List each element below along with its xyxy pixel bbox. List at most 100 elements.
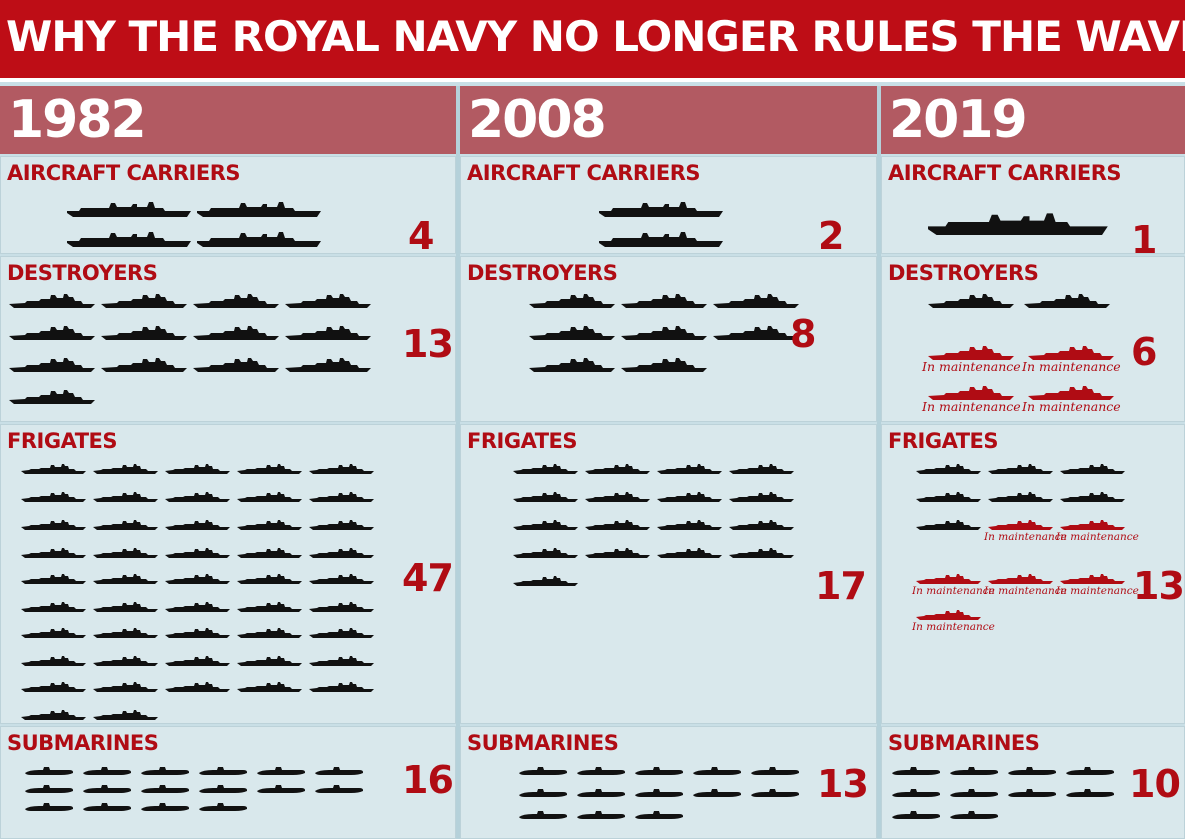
carrier-icon — [67, 232, 191, 247]
page-title: WHY THE ROYAL NAVY NO LONGER RULES THE W… — [6, 12, 1185, 61]
submarine-icon — [1008, 789, 1056, 797]
destroyer-icon — [621, 358, 707, 372]
destroyer-icon — [9, 294, 95, 308]
frigate-icon — [729, 464, 794, 474]
frigate-icon — [585, 520, 650, 530]
submarine-icon — [199, 803, 247, 811]
frigate-icon — [165, 602, 230, 612]
frigate-icon — [21, 520, 86, 530]
frigate-icon — [585, 492, 650, 502]
destroyers-section: DESTROYERS — [460, 256, 877, 422]
frigate-icon — [93, 656, 158, 666]
frigate-icon — [309, 464, 374, 474]
submarines-section: SUBMARINES — [0, 726, 456, 839]
frigates-count: 13 — [1133, 564, 1185, 608]
maintenance-frigate-icon — [1060, 520, 1125, 530]
frigate-icon — [165, 492, 230, 502]
submarine-icon — [892, 811, 940, 819]
submarine-icon — [257, 767, 305, 775]
frigate-icon — [21, 492, 86, 502]
frigate-icon — [93, 520, 158, 530]
frigate-icon — [237, 628, 302, 638]
submarine-icon — [1066, 767, 1114, 775]
maintenance-label: In maintenance — [1056, 531, 1139, 543]
maintenance-frigate-icon — [916, 574, 981, 584]
submarine-icon — [83, 767, 131, 775]
destroyers-section: DESTROYERS In maintenance In maintenance In… — [881, 256, 1185, 422]
frigate-icon — [21, 574, 86, 584]
destroyer-icon — [9, 358, 95, 372]
frigate-icon — [165, 548, 230, 558]
destroyer-icon — [529, 358, 615, 372]
destroyer-icon — [285, 294, 371, 308]
maintenance-label: In maintenance — [984, 531, 1067, 543]
destroyer-icon — [285, 326, 371, 340]
maintenance-destroyer-icon — [1028, 346, 1114, 360]
destroyers-section: DESTROYERS — [0, 256, 456, 422]
carriers-section: AIRCRAFT CARRIERS — [460, 156, 877, 254]
frigate-icon — [513, 520, 578, 530]
frigate-icon — [237, 464, 302, 474]
frigate-icon — [165, 628, 230, 638]
maintenance-label: In maintenance — [912, 621, 995, 633]
destroyers-section-title: DESTROYERS — [467, 261, 618, 285]
year-label: 2008 — [468, 90, 607, 150]
frigate-icon — [237, 548, 302, 558]
frigate-icon — [309, 492, 374, 502]
submarine-icon — [693, 789, 741, 797]
year-column-2019: 2019 AIRCRAFT CARRIERS 1 DESTROYERS In maint… — [881, 86, 1185, 839]
destroyer-icon — [1024, 294, 1110, 308]
submarine-icon — [892, 767, 940, 775]
frigates-section-title: FRIGATES — [888, 429, 998, 453]
frigate-icon — [93, 602, 158, 612]
submarine-icon — [950, 789, 998, 797]
submarines-section-title: SUBMARINES — [467, 731, 619, 755]
destroyer-icon — [101, 326, 187, 340]
frigates-section-title: FRIGATES — [7, 429, 117, 453]
destroyer-icon — [193, 358, 279, 372]
frigate-icon — [1060, 464, 1125, 474]
maintenance-destroyer-icon — [928, 386, 1014, 400]
maintenance-label: In maintenance — [922, 399, 1021, 414]
frigate-icon — [21, 602, 86, 612]
frigate-icon — [513, 492, 578, 502]
maintenance-label: In maintenance — [1022, 399, 1121, 414]
submarines-count: 16 — [402, 758, 454, 802]
destroyer-icon — [713, 326, 799, 340]
submarine-icon — [950, 811, 998, 819]
submarines-count: 13 — [817, 762, 869, 806]
frigate-icon — [309, 628, 374, 638]
frigate-icon — [916, 520, 981, 530]
year-label: 2019 — [889, 90, 1028, 150]
frigate-icon — [729, 492, 794, 502]
frigate-icon — [21, 548, 86, 558]
year-label: 1982 — [8, 90, 147, 150]
submarine-icon — [950, 767, 998, 775]
submarine-icon — [519, 767, 567, 775]
submarine-icon — [1066, 789, 1114, 797]
carriers-section-title: AIRCRAFT CARRIERS — [7, 161, 241, 185]
submarine-icon — [577, 767, 625, 775]
year-header: 1982 — [0, 86, 456, 154]
submarine-icon — [315, 785, 363, 793]
frigate-icon — [93, 548, 158, 558]
submarine-icon — [635, 767, 683, 775]
maintenance-frigate-icon — [988, 520, 1053, 530]
frigate-icon — [513, 464, 578, 474]
frigate-icon — [93, 574, 158, 584]
maintenance-label: In maintenance — [912, 585, 995, 597]
frigate-icon — [657, 464, 722, 474]
destroyer-icon — [621, 294, 707, 308]
year-column-1982: 1982 AIRCRAFT CARRIERS 4 DESTROYERS 13 FRIGAT… — [0, 86, 456, 839]
maintenance-destroyer-icon — [1028, 386, 1114, 400]
submarine-icon — [635, 789, 683, 797]
frigate-icon — [237, 656, 302, 666]
destroyer-icon — [529, 294, 615, 308]
year-header: 2019 — [881, 86, 1185, 154]
carrier-icon — [928, 213, 1108, 236]
submarines-section-title: SUBMARINES — [888, 731, 1040, 755]
submarine-icon — [577, 789, 625, 797]
frigate-icon — [916, 492, 981, 502]
frigate-icon — [21, 656, 86, 666]
destroyer-icon — [285, 358, 371, 372]
